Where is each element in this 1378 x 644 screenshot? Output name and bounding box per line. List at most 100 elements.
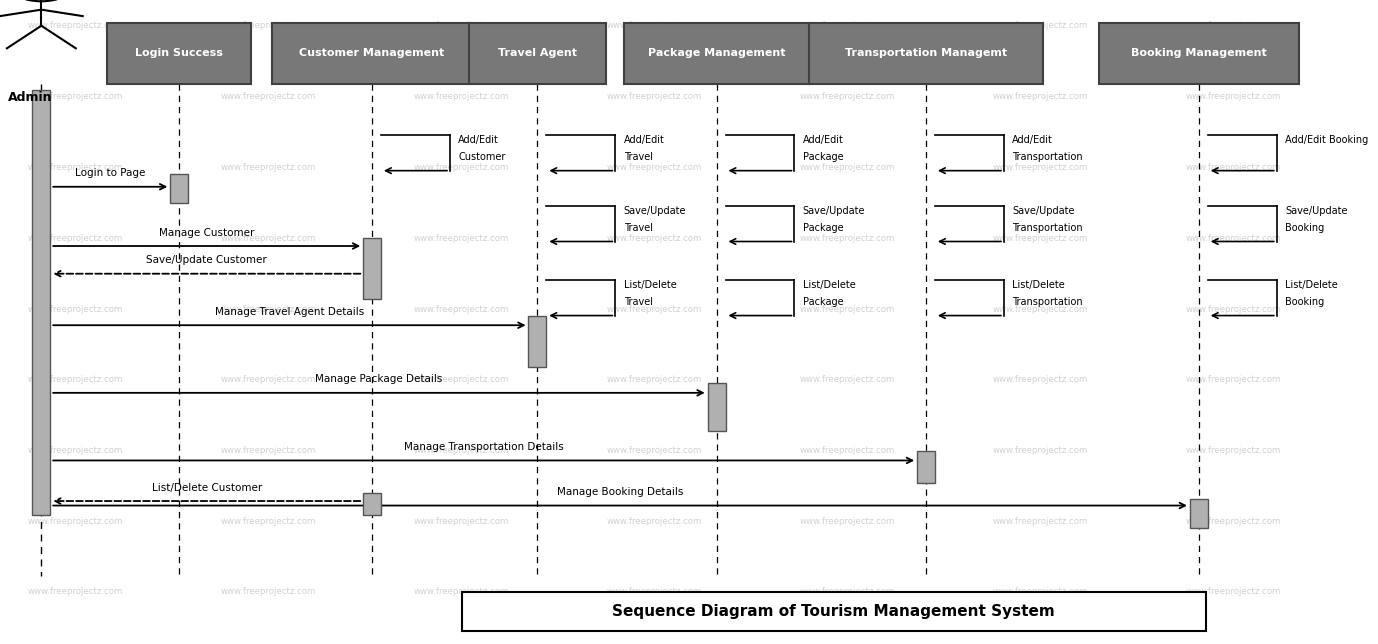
Text: Transportation: Transportation [1011, 223, 1083, 233]
Text: Travel: Travel [624, 152, 653, 162]
Text: www.freeprojectz.com: www.freeprojectz.com [992, 446, 1089, 455]
Text: www.freeprojectz.com: www.freeprojectz.com [413, 234, 510, 243]
Text: www.freeprojectz.com: www.freeprojectz.com [606, 234, 703, 243]
Text: Customer: Customer [457, 152, 506, 162]
Text: Sequence Diagram of Tourism Management System: Sequence Diagram of Tourism Management S… [612, 604, 1056, 620]
Text: www.freeprojectz.com: www.freeprojectz.com [28, 163, 124, 172]
Text: www.freeprojectz.com: www.freeprojectz.com [606, 375, 703, 384]
Text: www.freeprojectz.com: www.freeprojectz.com [413, 587, 510, 596]
Text: Manage Transportation Details: Manage Transportation Details [404, 442, 564, 452]
Text: www.freeprojectz.com: www.freeprojectz.com [606, 446, 703, 455]
Text: www.freeprojectz.com: www.freeprojectz.com [992, 517, 1089, 526]
Text: www.freeprojectz.com: www.freeprojectz.com [799, 305, 896, 314]
Bar [364, 493, 380, 515]
Bar [33, 90, 50, 515]
Text: www.freeprojectz.com: www.freeprojectz.com [606, 587, 703, 596]
Text: Package: Package [802, 297, 843, 307]
Text: Travel: Travel [624, 223, 653, 233]
Text: Add/Edit: Add/Edit [802, 135, 843, 146]
Text: www.freeprojectz.com: www.freeprojectz.com [220, 163, 317, 172]
Text: Customer Management: Customer Management [299, 48, 445, 58]
Bar [1191, 499, 1207, 528]
Text: www.freeprojectz.com: www.freeprojectz.com [799, 163, 896, 172]
Text: www.freeprojectz.com: www.freeprojectz.com [799, 517, 896, 526]
Text: www.freeprojectz.com: www.freeprojectz.com [992, 163, 1089, 172]
Bar [171, 174, 187, 203]
Text: www.freeprojectz.com: www.freeprojectz.com [28, 446, 124, 455]
Text: www.freeprojectz.com: www.freeprojectz.com [413, 163, 510, 172]
Text: www.freeprojectz.com: www.freeprojectz.com [799, 234, 896, 243]
Text: www.freeprojectz.com: www.freeprojectz.com [992, 21, 1089, 30]
Text: Travel Agent: Travel Agent [497, 48, 577, 58]
Text: Login to Page: Login to Page [74, 168, 146, 178]
Text: List/Delete: List/Delete [1011, 280, 1065, 290]
Bar [364, 238, 380, 299]
Text: www.freeprojectz.com: www.freeprojectz.com [799, 92, 896, 101]
Text: www.freeprojectz.com: www.freeprojectz.com [1185, 587, 1282, 596]
Text: www.freeprojectz.com: www.freeprojectz.com [28, 305, 124, 314]
Text: Save/Update Customer: Save/Update Customer [146, 255, 267, 265]
Text: www.freeprojectz.com: www.freeprojectz.com [1185, 305, 1282, 314]
Bar [107, 23, 251, 84]
Text: Manage Travel Agent Details: Manage Travel Agent Details [215, 307, 364, 317]
Text: Save/Update: Save/Update [1011, 206, 1075, 216]
Text: www.freeprojectz.com: www.freeprojectz.com [992, 234, 1089, 243]
Bar [809, 23, 1043, 84]
Text: www.freeprojectz.com: www.freeprojectz.com [220, 21, 317, 30]
Text: www.freeprojectz.com: www.freeprojectz.com [28, 21, 124, 30]
Text: www.freeprojectz.com: www.freeprojectz.com [28, 375, 124, 384]
Text: Admin: Admin [8, 91, 52, 104]
Text: www.freeprojectz.com: www.freeprojectz.com [606, 517, 703, 526]
Text: www.freeprojectz.com: www.freeprojectz.com [220, 517, 317, 526]
Text: Booking: Booking [1284, 223, 1324, 233]
Text: www.freeprojectz.com: www.freeprojectz.com [1185, 92, 1282, 101]
Text: Manage Booking Details: Manage Booking Details [557, 487, 683, 497]
Text: www.freeprojectz.com: www.freeprojectz.com [606, 305, 703, 314]
Text: www.freeprojectz.com: www.freeprojectz.com [220, 234, 317, 243]
Text: www.freeprojectz.com: www.freeprojectz.com [606, 92, 703, 101]
Text: www.freeprojectz.com: www.freeprojectz.com [799, 375, 896, 384]
Text: www.freeprojectz.com: www.freeprojectz.com [413, 305, 510, 314]
Text: www.freeprojectz.com: www.freeprojectz.com [992, 305, 1089, 314]
Text: Transportation: Transportation [1011, 297, 1083, 307]
Text: www.freeprojectz.com: www.freeprojectz.com [28, 234, 124, 243]
Text: www.freeprojectz.com: www.freeprojectz.com [28, 92, 124, 101]
Bar [624, 23, 810, 84]
Text: Add/Edit: Add/Edit [1011, 135, 1053, 146]
Text: www.freeprojectz.com: www.freeprojectz.com [220, 587, 317, 596]
Text: www.freeprojectz.com: www.freeprojectz.com [606, 163, 703, 172]
Text: List/Delete Customer: List/Delete Customer [152, 482, 262, 493]
Text: Save/Update: Save/Update [624, 206, 686, 216]
Text: Manage Package Details: Manage Package Details [316, 374, 442, 384]
Bar [273, 23, 471, 84]
Bar [918, 451, 936, 483]
Bar [708, 383, 726, 431]
Text: Booking: Booking [1284, 297, 1324, 307]
Bar [462, 592, 1206, 631]
Text: Login Success: Login Success [135, 48, 223, 58]
Bar [1100, 23, 1298, 84]
Text: www.freeprojectz.com: www.freeprojectz.com [1185, 517, 1282, 526]
Bar [528, 316, 546, 367]
Text: Transportation Managemt: Transportation Managemt [845, 48, 1007, 58]
Text: www.freeprojectz.com: www.freeprojectz.com [799, 587, 896, 596]
Text: www.freeprojectz.com: www.freeprojectz.com [413, 446, 510, 455]
Text: www.freeprojectz.com: www.freeprojectz.com [799, 21, 896, 30]
Text: www.freeprojectz.com: www.freeprojectz.com [992, 587, 1089, 596]
Text: Add/Edit Booking: Add/Edit Booking [1284, 135, 1368, 146]
Text: www.freeprojectz.com: www.freeprojectz.com [28, 587, 124, 596]
Text: Save/Update: Save/Update [802, 206, 865, 216]
Text: List/Delete: List/Delete [802, 280, 856, 290]
Text: Travel: Travel [624, 297, 653, 307]
Text: www.freeprojectz.com: www.freeprojectz.com [992, 92, 1089, 101]
Text: Package: Package [802, 152, 843, 162]
Text: www.freeprojectz.com: www.freeprojectz.com [606, 21, 703, 30]
Text: www.freeprojectz.com: www.freeprojectz.com [1185, 446, 1282, 455]
Text: www.freeprojectz.com: www.freeprojectz.com [220, 446, 317, 455]
Text: Add/Edit: Add/Edit [624, 135, 664, 146]
Text: www.freeprojectz.com: www.freeprojectz.com [1185, 234, 1282, 243]
Text: www.freeprojectz.com: www.freeprojectz.com [992, 375, 1089, 384]
Text: Booking Management: Booking Management [1131, 48, 1266, 58]
Text: www.freeprojectz.com: www.freeprojectz.com [1185, 163, 1282, 172]
Text: Package Management: Package Management [648, 48, 785, 58]
